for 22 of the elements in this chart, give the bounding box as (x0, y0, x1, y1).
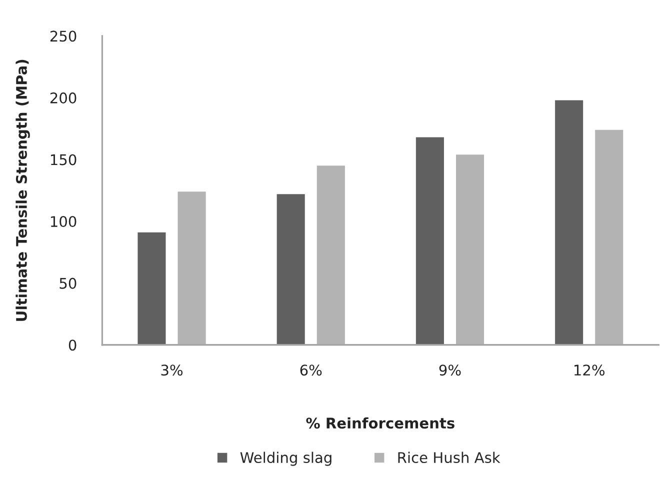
bar (416, 137, 444, 345)
bar (276, 194, 305, 345)
x-axis-title: % Reinforcements (306, 417, 454, 429)
x-tick-label: 6% (300, 364, 322, 376)
y-tick-label: 250 (50, 30, 76, 42)
legend-label: Rice Hush Ask (398, 452, 500, 464)
bar (456, 154, 484, 345)
x-tick-label: 3% (161, 364, 183, 376)
x-tick-label: 9% (439, 364, 461, 376)
legend-label: Welding slag (240, 452, 332, 466)
y-tick-label: 0 (68, 340, 76, 351)
y-tick-label: 200 (50, 92, 76, 104)
bar (178, 192, 206, 345)
bar (555, 100, 584, 345)
bar (595, 130, 624, 345)
bar (138, 232, 166, 345)
y-tick-label: 100 (50, 216, 76, 228)
x-tick-label: 12% (574, 364, 604, 376)
y-tick-label: 150 (50, 154, 76, 166)
bar (316, 166, 345, 345)
y-axis-title: Ultimate Tensile Strength (MPa) (16, 60, 30, 321)
y-tick-label: 50 (60, 278, 76, 289)
